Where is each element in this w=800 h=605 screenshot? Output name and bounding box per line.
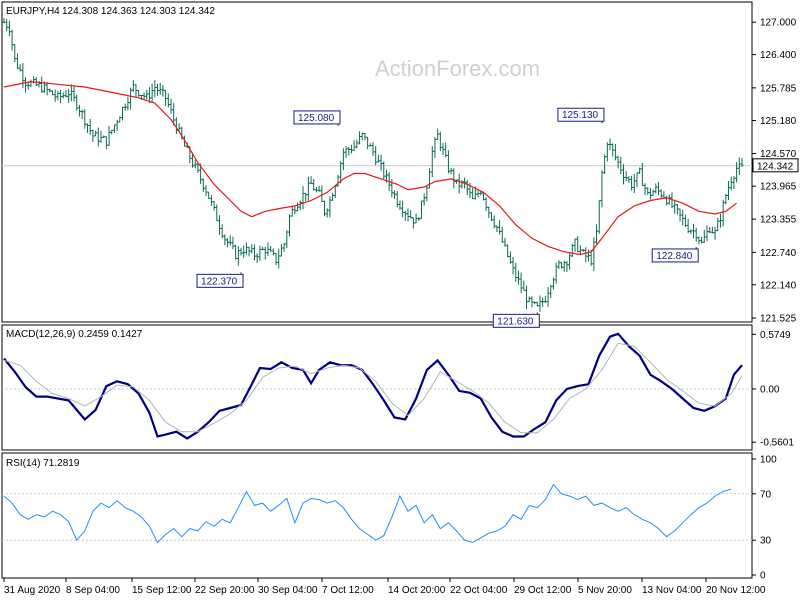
time-tick-label: 15 Sep 12:00 (132, 585, 192, 596)
time-tick-label: 22 Oct 04:00 (450, 585, 508, 596)
rsi-tick-label: 0 (760, 571, 766, 582)
price-tick-label: 122.740 (760, 248, 797, 259)
rsi-layer (2, 483, 752, 544)
price-tick-label: 126.400 (760, 50, 797, 61)
price-tick-label: 125.180 (760, 116, 797, 127)
time-tick-label: 31 Aug 2020 (4, 585, 61, 596)
price-label-box (651, 248, 699, 263)
macd-tick-label: -0.5601 (760, 438, 794, 449)
rsi-tick-label: 70 (760, 489, 772, 500)
price-label-box (196, 273, 244, 288)
macd-panel-frame (1, 324, 753, 451)
price-label-box (557, 107, 605, 122)
rsi-line (3, 483, 732, 544)
price-tick-label: 123.355 (760, 215, 797, 226)
price-label-text: 122.370 (201, 276, 238, 287)
price-label-box (492, 313, 540, 328)
rsi-title: RSI(14) 71.2819 (6, 458, 80, 469)
moving-average-line (3, 80, 737, 256)
price-tick-label: 123.965 (760, 182, 797, 193)
panel-frames (1, 1, 753, 579)
time-tick-label: 29 Oct 12:00 (514, 585, 572, 596)
price-tick-label: 122.140 (760, 280, 797, 291)
moving-average-layer (3, 80, 737, 256)
macd-axis: 0.5749 0.00 -0.5601 (752, 330, 794, 449)
macd-tick-label: 0.00 (760, 384, 780, 395)
macd-layer (2, 332, 752, 440)
price-tick-label: 121.525 (760, 314, 797, 325)
time-tick-label: 7 Oct 12:00 (322, 585, 374, 596)
price-label-text: 125.080 (298, 113, 335, 124)
price-label-text: 122.840 (656, 251, 693, 262)
current-price-label: 124.342 (757, 161, 794, 172)
rsi-panel-frame (1, 452, 753, 579)
macd-main-line (3, 332, 743, 440)
rsi-axis: 100 70 30 0 (752, 455, 777, 582)
time-tick-label: 8 Sep 04:00 (66, 585, 120, 596)
price-label-text: 121.630 (497, 316, 534, 327)
price-label-box (293, 110, 341, 125)
macd-tick-label: 0.5749 (760, 330, 791, 341)
price-tick-label: 127.000 (760, 18, 797, 29)
time-tick-label: 22 Sep 20:00 (195, 585, 255, 596)
time-tick-label: 13 Nov 04:00 (642, 585, 702, 596)
rsi-tick-label: 30 (760, 536, 772, 547)
price-axis: 127.000 126.400 125.785 125.180 124.570 123.9… (752, 18, 799, 325)
price-extreme-labels: 125.080 125.130 122.370 122.840 121.630 (196, 107, 699, 328)
rsi-tick-label: 100 (760, 455, 777, 466)
current-price-badge (752, 158, 799, 173)
watermark: ActionForex.com (375, 56, 540, 81)
time-tick-label: 30 Sep 04:00 (258, 585, 318, 596)
macd-title: MACD(12,26,9) 0.2459 0.1427 (6, 329, 143, 340)
time-tick-label: 20 Nov 12:00 (706, 585, 766, 596)
time-axis: 31 Aug 2020 8 Sep 04:00 15 Sep 12:00 22 Sep… (3, 578, 766, 596)
price-tick-label: 124.570 (760, 149, 797, 160)
symbol-label: EURJPY,H4 (6, 6, 60, 17)
ohlc-label: 124.308 124.363 124.303 124.342 (62, 6, 215, 17)
price-bars (2, 17, 744, 312)
price-label-text: 125.130 (562, 110, 599, 121)
price-panel-frame (1, 1, 753, 323)
price-tick-label: 125.785 (760, 83, 797, 94)
macd-signal-line (3, 342, 743, 434)
time-tick-label: 5 Nov 20:00 (578, 585, 632, 596)
time-tick-label: 14 Oct 20:00 (388, 585, 446, 596)
